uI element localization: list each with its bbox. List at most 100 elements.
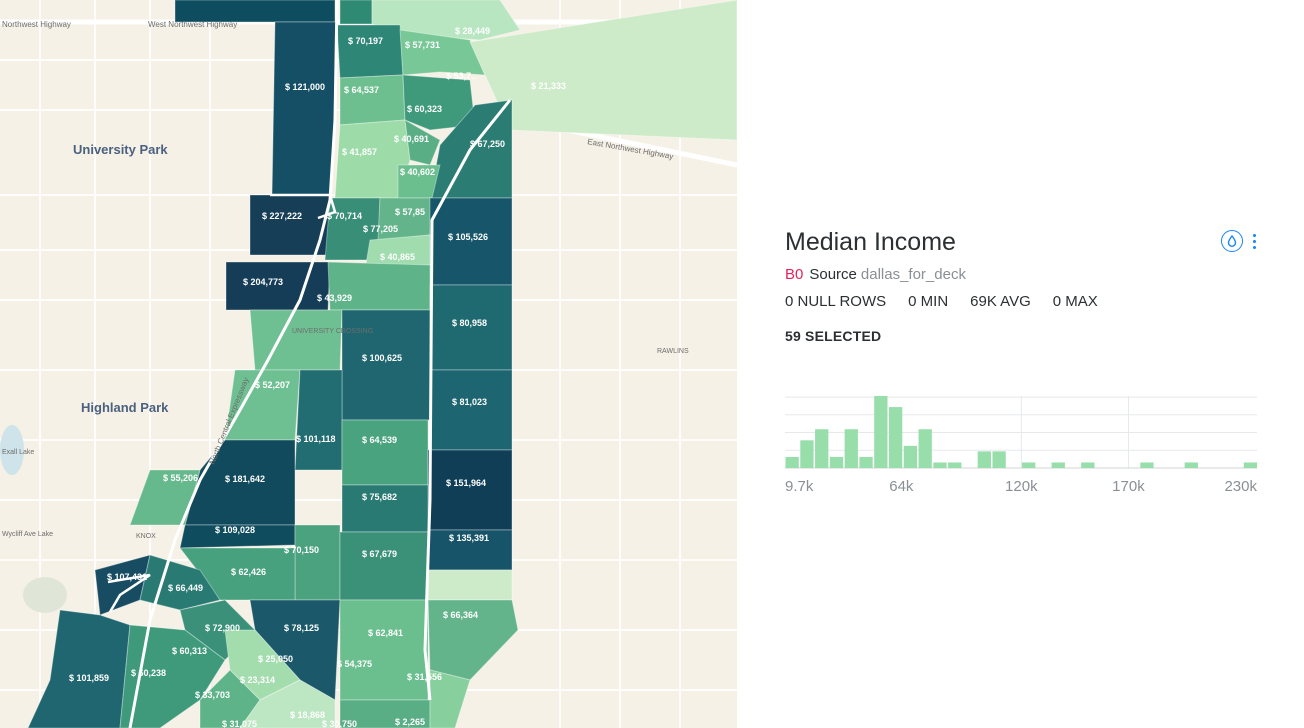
stats-row: 0 NULL ROWS 0 MIN 69K AVG 0 MAX	[785, 293, 1257, 310]
histogram-bar[interactable]	[1051, 462, 1065, 468]
layer-badge: B0	[785, 266, 804, 283]
tract-label: $ 40,865	[380, 252, 415, 262]
tract-label: $ 41,857	[342, 147, 377, 157]
tract-label: $ 78,125	[284, 623, 319, 633]
tract-label: $ 18,868	[290, 710, 325, 720]
stat-min: 0 MIN	[908, 293, 949, 310]
place-label: Highland Park	[81, 400, 169, 415]
tract-label: $ 52,207	[255, 380, 290, 390]
stat-avg: 69K AVG	[970, 293, 1031, 310]
stat-max: 0 MAX	[1052, 293, 1098, 310]
tract-label: $ 135,391	[449, 533, 489, 543]
tract-label: $ 105,526	[448, 232, 488, 242]
tract-label: $ 43,929	[317, 293, 352, 303]
tract-label: $ 107,431	[107, 572, 147, 582]
selected-count: 59 SELECTED	[785, 328, 882, 344]
histogram-bar[interactable]	[933, 462, 947, 468]
tract-label: $ 60,313	[172, 646, 207, 656]
tract-label: $ 23,314	[240, 675, 275, 685]
tract-label: $ 66,364	[443, 610, 478, 620]
histogram-bar[interactable]	[1140, 462, 1154, 468]
x-tick-label: 230k	[1224, 478, 1257, 495]
tract-label: $ 40,602	[400, 167, 435, 177]
histogram-bar[interactable]	[992, 451, 1006, 468]
histogram-bar[interactable]	[859, 456, 873, 468]
tract-label: $ 70,197	[348, 36, 383, 46]
tract-label: $ 66,449	[168, 583, 203, 593]
tract-label: $ 33,703	[195, 690, 230, 700]
tract-label: $ 55,206	[163, 473, 198, 483]
histogram-bar[interactable]	[844, 429, 858, 468]
place-label: UNIVERSITY CROSSING	[292, 328, 373, 335]
tract-label: $ 227,222	[262, 211, 302, 221]
tract-label: $ 109,028	[215, 525, 255, 535]
histogram-bar[interactable]	[800, 440, 814, 468]
tract-label: $ 80,958	[452, 318, 487, 328]
drop-icon[interactable]	[1221, 230, 1243, 252]
source-name: dallas_for_deck	[860, 266, 966, 283]
histogram-bar[interactable]	[1184, 462, 1198, 468]
tract-labels: $ 70,197 $ 57,731 $ 28,449 $ 121,000 $ 6…	[69, 26, 566, 728]
tract-label: $ 62,841	[368, 628, 403, 638]
histogram-bar[interactable]	[948, 462, 962, 468]
place-label: Wycliff Ave Lake	[2, 531, 53, 538]
histogram-bar[interactable]	[874, 396, 888, 468]
tract-label: $ 57,731	[405, 40, 440, 50]
histogram-widget: Median Income B0 Source dallas_for_deck 0 …	[785, 228, 1257, 495]
tract-label: $ 30,750	[322, 719, 357, 728]
more-vertical-icon[interactable]	[1253, 233, 1257, 249]
road-label: Northwest Highway	[2, 20, 71, 29]
tract-label: $ 70,150	[284, 545, 319, 555]
tract-label: $ 60,238	[131, 668, 166, 678]
tract-label: $ 21,333	[531, 81, 566, 91]
tract-label: $ 40,691	[394, 134, 429, 144]
tract-label: $ 28,449	[455, 26, 490, 36]
tract-label: $ 53,7..	[446, 71, 476, 81]
tract-label: $ 101,118	[296, 434, 336, 444]
widgets-panel: Median Income B0 Source dallas_for_deck 0 …	[737, 0, 1304, 728]
tract-label: $ 72,900	[205, 623, 240, 633]
tract-label: $ 81,023	[452, 397, 487, 407]
tract-label: $ 31,075	[222, 719, 257, 728]
choropleth-map[interactable]: University Park Highland Park RAWLINS KN…	[0, 0, 737, 728]
tract-label: $ 2,265	[395, 717, 425, 727]
tract	[174, 0, 336, 23]
tract-label: $ 151,964	[446, 478, 486, 488]
tract-label: $ 67,250	[470, 139, 505, 149]
tract-label: $ 204,773	[243, 277, 283, 287]
x-tick-label: 170k	[1112, 478, 1145, 495]
tract-label: $ 100,625	[362, 353, 402, 363]
histogram-bar[interactable]	[888, 407, 903, 468]
place-label: RAWLINS	[657, 348, 689, 355]
histogram-bar[interactable]	[829, 456, 844, 468]
histogram-bar[interactable]	[977, 451, 991, 468]
place-label: University Park	[73, 142, 168, 157]
tract-label: $ 64,537	[344, 85, 379, 95]
tract-label: $ 60,323	[407, 104, 442, 114]
tract-label: $ 75,682	[362, 492, 397, 502]
histogram-chart[interactable]: 9.7k 64k 120k 170k 230k	[785, 394, 1257, 504]
tract-label: $ 64,539	[362, 435, 397, 445]
source-row: B0 Source dallas_for_deck	[785, 266, 1257, 283]
tract-label: $ 31,556	[407, 672, 442, 682]
road-label: West Northwest Highway	[148, 20, 237, 29]
tract-label: $ 77,205	[363, 224, 398, 234]
histogram-bar[interactable]	[785, 456, 799, 468]
histogram-bar[interactable]	[815, 429, 829, 468]
histogram-bar[interactable]	[1243, 462, 1257, 468]
histogram-bar[interactable]	[903, 445, 918, 468]
x-tick-label: 64k	[889, 478, 914, 495]
histogram-bar[interactable]	[1081, 462, 1095, 468]
tract-label: $ 54,375	[337, 659, 372, 669]
tract-label: $ 101,859	[69, 673, 109, 683]
source-label: Source	[809, 266, 857, 283]
histogram-bar[interactable]	[1022, 462, 1036, 468]
tract-label: $ 57,85	[395, 207, 425, 217]
tract-label: $ 62,426	[231, 567, 266, 577]
place-label: Exall Lake	[2, 449, 34, 456]
histogram-bar[interactable]	[918, 429, 932, 468]
tract-label: $ 121,000	[285, 82, 325, 92]
stat-null-rows: 0 NULL ROWS	[785, 293, 887, 310]
tract-label: $ 181,642	[225, 474, 265, 484]
tract-label: $ 70,714	[327, 211, 362, 221]
